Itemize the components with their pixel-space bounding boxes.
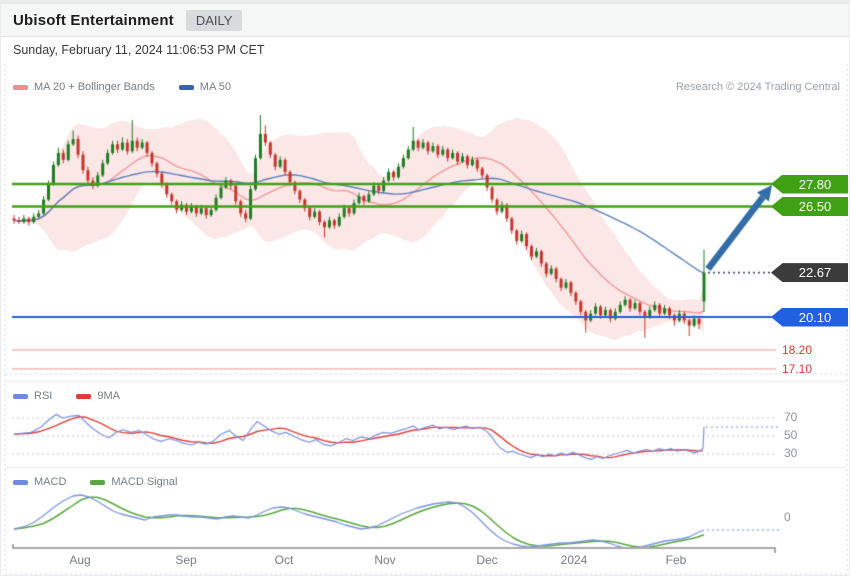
- timestamp: Sunday, February 11, 2024 11:06:53 PM CE…: [1, 37, 849, 64]
- macd-signal-legend-label: MACD Signal: [111, 476, 178, 488]
- title-bar: Ubisoft Entertainment DAILY: [1, 1, 849, 37]
- macd-signal-swatch-icon: [90, 479, 106, 485]
- x-axis-label-Feb: Feb: [665, 553, 687, 567]
- rsi-9ma-legend-label: 9MA: [97, 390, 120, 402]
- timeframe-badge: DAILY: [185, 9, 243, 31]
- price-tag-27.80: 27.80: [771, 174, 848, 194]
- price-tag-26.50: 26.50: [771, 196, 848, 216]
- instrument-title: Ubisoft Entertainment: [13, 11, 174, 29]
- ma50-legend-label: MA 50: [199, 81, 231, 93]
- rsi-legend-label: RSI: [34, 390, 53, 402]
- macd-swatch-icon: [13, 479, 28, 485]
- ma20-bollinger-swatch-icon: [13, 84, 28, 90]
- rsi-scale-label-70: 70: [784, 410, 798, 424]
- research-credit: Research © 2024 Trading Central: [675, 81, 840, 93]
- price-level-label-17.10: 17.10: [782, 361, 813, 376]
- ma20-bollinger-legend-label: MA 20 + Bollinger Bands: [34, 81, 155, 93]
- price-panel-legend: MA 20 + Bollinger Bands MA 50: [13, 81, 231, 93]
- x-axis-label-Aug: Aug: [69, 553, 91, 567]
- rsi-panel-legend: RSI 9MA: [13, 390, 120, 402]
- rsi-swatch-icon: [13, 393, 28, 399]
- ma50-swatch-icon: [178, 84, 194, 90]
- x-axis-label-Nov: Nov: [374, 553, 396, 567]
- macd-panel-legend: MACD MACD Signal: [13, 476, 177, 488]
- macd-zero-label: 0: [784, 510, 791, 524]
- x-axis-label-Dec: Dec: [476, 553, 498, 567]
- rsi-9ma-swatch-icon: [76, 393, 92, 399]
- macd-legend-label: MACD: [34, 476, 67, 488]
- x-axis-label-Sep: Sep: [175, 553, 197, 567]
- price-level-label-18.20: 18.20: [782, 342, 813, 357]
- x-axis-label-Oct: Oct: [274, 553, 294, 567]
- x-axis-label-2024: 2024: [560, 553, 588, 567]
- price-tag-20.10: 20.10: [771, 307, 848, 327]
- rsi-scale-label-50: 50: [784, 428, 798, 442]
- price-tag-22.67: 22.67: [771, 263, 848, 283]
- rsi-scale-label-30: 30: [784, 446, 798, 460]
